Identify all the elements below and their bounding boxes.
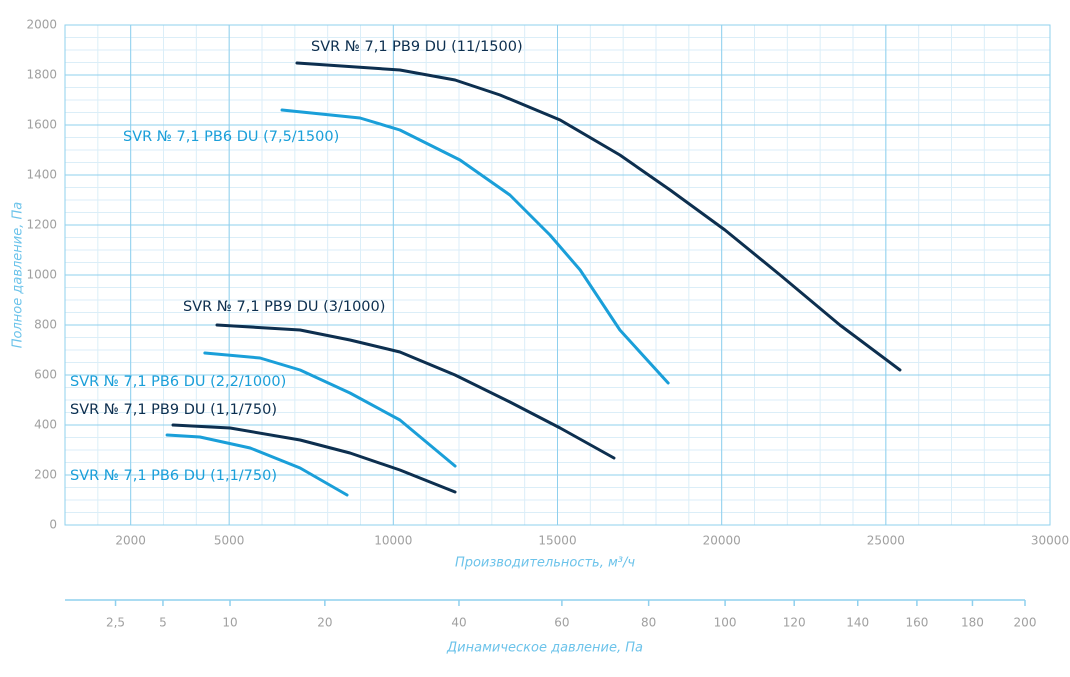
x-tick-label: 30000 — [1031, 534, 1069, 548]
y-tick-label: 1000 — [26, 268, 57, 282]
x2-tick-label: 100 — [714, 616, 737, 630]
y-tick-label: 1400 — [26, 168, 57, 182]
y-tick-label: 0 — [49, 518, 57, 532]
x2-tick-label: 160 — [905, 616, 928, 630]
x2-tick-label: 80 — [641, 616, 656, 630]
y-tick-label: 1200 — [26, 218, 57, 232]
series-line — [280, 108, 670, 385]
x2-tick-label: 20 — [317, 616, 332, 630]
series-line — [171, 423, 457, 494]
x2-tick-label: 200 — [1014, 616, 1037, 630]
series-label: SVR № 7,1 PB9 DU (3/1000) — [183, 299, 385, 315]
x2-tick-label: 120 — [783, 616, 806, 630]
series-line — [203, 351, 457, 468]
y-tick-label: 1600 — [26, 118, 57, 132]
series-label: SVR № 7,1 PB9 DU (11/1500) — [311, 39, 523, 55]
y-tick-label: 400 — [34, 418, 57, 432]
x2-tick-label: 60 — [554, 616, 569, 630]
x2-axis-label: Динамическое давление, Па — [446, 641, 643, 656]
x-tick-label: 10000 — [374, 534, 412, 548]
y-tick-label: 200 — [34, 468, 57, 482]
x-axis-label: Производительность, м³/ч — [455, 556, 635, 571]
x2-tick-label: 10 — [222, 616, 237, 630]
x2-tick-label: 40 — [451, 616, 466, 630]
series-label: SVR № 7,1 PB9 DU (1,1/750) — [70, 402, 277, 418]
series-label: SVR № 7,1 PB6 DU (2,2/1000) — [70, 374, 286, 390]
series-line — [215, 323, 616, 460]
y-axis-label: Полное давление, Па — [11, 202, 26, 349]
x-tick-label: 20000 — [703, 534, 741, 548]
series-label: SVR № 7,1 PB6 DU (1,1/750) — [70, 468, 277, 484]
x2-tick-label: 2,5 — [106, 616, 125, 630]
y-tick-label: 2000 — [26, 18, 57, 32]
series-line — [295, 61, 902, 372]
x-tick-label: 25000 — [867, 534, 905, 548]
series-line — [165, 433, 349, 497]
x-tick-label: 5000 — [214, 534, 245, 548]
y-tick-label: 800 — [34, 318, 57, 332]
series-label: SVR № 7,1 PB6 DU (7,5/1500) — [123, 129, 339, 145]
x-tick-label: 2000 — [115, 534, 146, 548]
x-tick-label: 15000 — [538, 534, 576, 548]
x2-tick-label: 180 — [961, 616, 984, 630]
plot-frame — [64, 24, 1051, 526]
x2-tick-label: 140 — [846, 616, 869, 630]
y-tick-label: 600 — [34, 368, 57, 382]
x2-tick-label: 5 — [159, 616, 167, 630]
y-tick-label: 1800 — [26, 68, 57, 82]
